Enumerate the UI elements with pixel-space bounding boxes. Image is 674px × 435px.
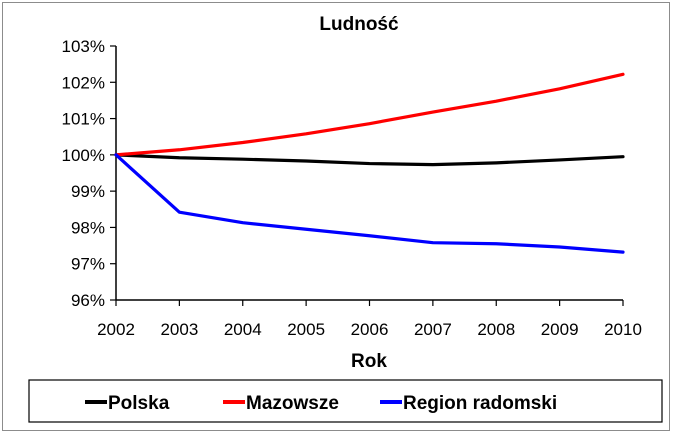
- x-tick-label: 2002: [97, 320, 135, 339]
- x-tick-label: 2005: [287, 320, 325, 339]
- x-tick-label: 2009: [541, 320, 579, 339]
- y-tick-label: 99%: [71, 182, 105, 201]
- y-tick-label: 100%: [62, 146, 105, 165]
- line-chart: Ludność Rok 96% 97% 98% 99% 100% 101% 102% 103%…: [28, 14, 663, 423]
- y-tick-label: 96%: [71, 291, 105, 310]
- x-tick-label: 2006: [351, 320, 389, 339]
- legend-box: [28, 379, 663, 423]
- y-tick-label: 101%: [62, 110, 105, 129]
- y-tick-label: 102%: [62, 73, 105, 92]
- y-tick-label: 97%: [71, 255, 105, 274]
- series-lines: [114, 72, 625, 254]
- series-line: [114, 153, 625, 254]
- x-axis-title: Rok: [351, 351, 387, 372]
- chart-title: Ludność: [319, 14, 399, 35]
- legend-label: Mazowsze: [246, 393, 339, 414]
- x-tick-label: 2010: [604, 320, 642, 339]
- chart-frame: Ludność Rok 96% 97% 98% 99% 100% 101% 102% 103%…: [2, 2, 670, 431]
- y-tick-label: 103%: [62, 37, 105, 56]
- y-tick-label: 98%: [71, 218, 105, 237]
- y-axis: 96% 97% 98% 99% 100% 101% 102% 103%: [62, 37, 116, 310]
- x-tick-label: 2003: [160, 320, 198, 339]
- series-line: [114, 153, 625, 167]
- x-tick-label: 2008: [477, 320, 515, 339]
- legend: Polska Mazowsze Region radomski: [28, 379, 663, 423]
- series-line: [114, 72, 625, 157]
- x-tick-label: 2007: [414, 320, 452, 339]
- x-tick-label: 2004: [224, 320, 262, 339]
- legend-label: Region radomski: [403, 393, 557, 414]
- x-axis: 2002 2003 2004 2005 2006 2007 2008 2009 2010: [97, 300, 642, 339]
- legend-label: Polska: [108, 393, 170, 414]
- plot-area: 96%97%98%99%100%101%102%103% 2002 2003 200…: [62, 37, 642, 339]
